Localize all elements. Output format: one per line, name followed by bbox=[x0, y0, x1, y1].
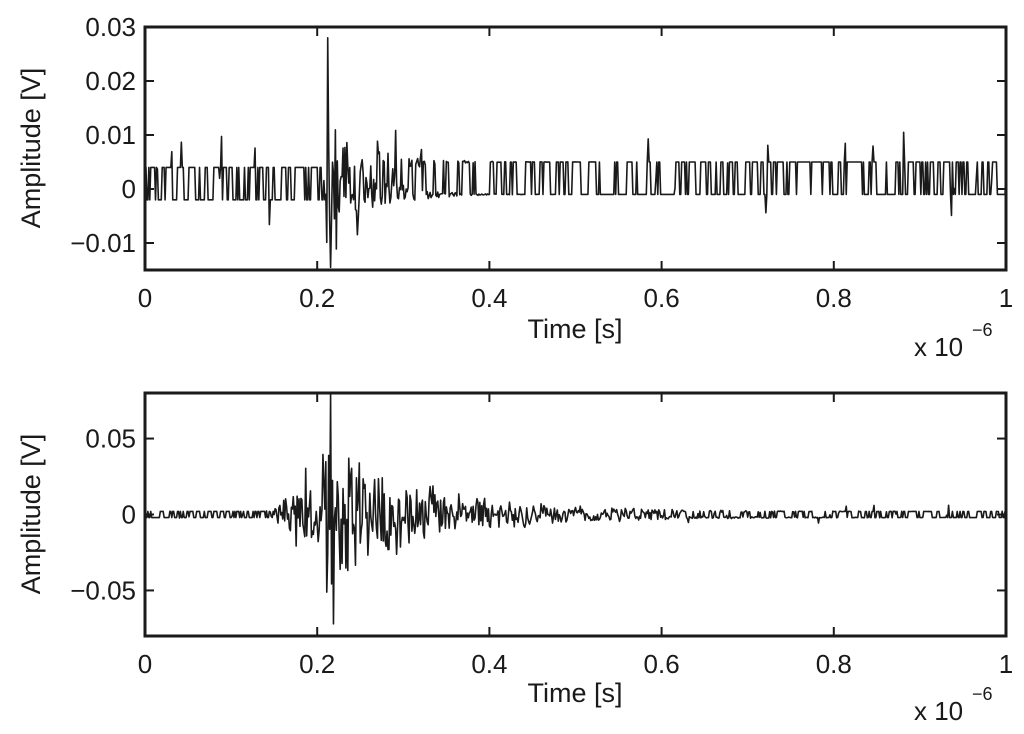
x-tick-label: 0.6 bbox=[644, 283, 680, 313]
x-tick-label: 0 bbox=[138, 283, 152, 313]
y-tick-label: 0.05 bbox=[85, 424, 136, 454]
y-tick-label: 0.03 bbox=[85, 12, 136, 42]
x-multiplier-label-bottom: x 10 bbox=[914, 696, 963, 726]
x-axis-label-top: Time [s] bbox=[527, 314, 622, 344]
y-tick-label: −0.01 bbox=[70, 228, 136, 258]
y-ticks-bottom: −0.05 0 0.05 bbox=[70, 424, 1006, 605]
y-tick-label: −0.05 bbox=[70, 575, 136, 605]
x-ticks-bottom: 0 0.2 0.4 0.6 0.8 1 bbox=[138, 393, 1013, 679]
x-tick-label: 1 bbox=[999, 283, 1013, 313]
subplot-bottom: 0 0.2 0.4 0.6 0.8 1 −0.05 0 0.05 Time [s] Ampli… bbox=[16, 391, 1013, 726]
x-tick-label: 1 bbox=[999, 649, 1013, 679]
y-tick-label: 0 bbox=[122, 174, 136, 204]
waveform-line-top bbox=[145, 37, 1007, 269]
x-tick-label: 0 bbox=[138, 649, 152, 679]
x-multiplier-exponent-bottom: −6 bbox=[972, 684, 993, 704]
x-tick-label: 0.4 bbox=[471, 649, 507, 679]
x-tick-label: 0.6 bbox=[644, 649, 680, 679]
waveform-line-bottom bbox=[144, 393, 1007, 625]
x-tick-label: 0.8 bbox=[816, 283, 852, 313]
x-tick-label: 0.2 bbox=[299, 283, 335, 313]
y-tick-label: 0.01 bbox=[85, 120, 136, 150]
y-tick-label: 0.02 bbox=[85, 66, 136, 96]
y-axis-label-bottom: Amplitude [V] bbox=[16, 434, 46, 595]
x-tick-label: 0.8 bbox=[816, 649, 852, 679]
x-ticks-top: 0 0.2 0.4 0.6 0.8 1 bbox=[138, 27, 1013, 313]
y-tick-label: 0 bbox=[122, 500, 136, 530]
y-axis-label-top: Amplitude [V] bbox=[16, 68, 46, 229]
x-multiplier-exponent-top: −6 bbox=[972, 320, 993, 340]
x-tick-label: 0.4 bbox=[471, 283, 507, 313]
x-multiplier-label-top: x 10 bbox=[914, 332, 963, 362]
x-tick-label: 0.2 bbox=[299, 649, 335, 679]
y-ticks-top: −0.01 0 0.01 0.02 0.03 bbox=[70, 12, 1006, 258]
axes-frame-top bbox=[143, 25, 1008, 272]
x-axis-label-bottom: Time [s] bbox=[527, 678, 622, 708]
